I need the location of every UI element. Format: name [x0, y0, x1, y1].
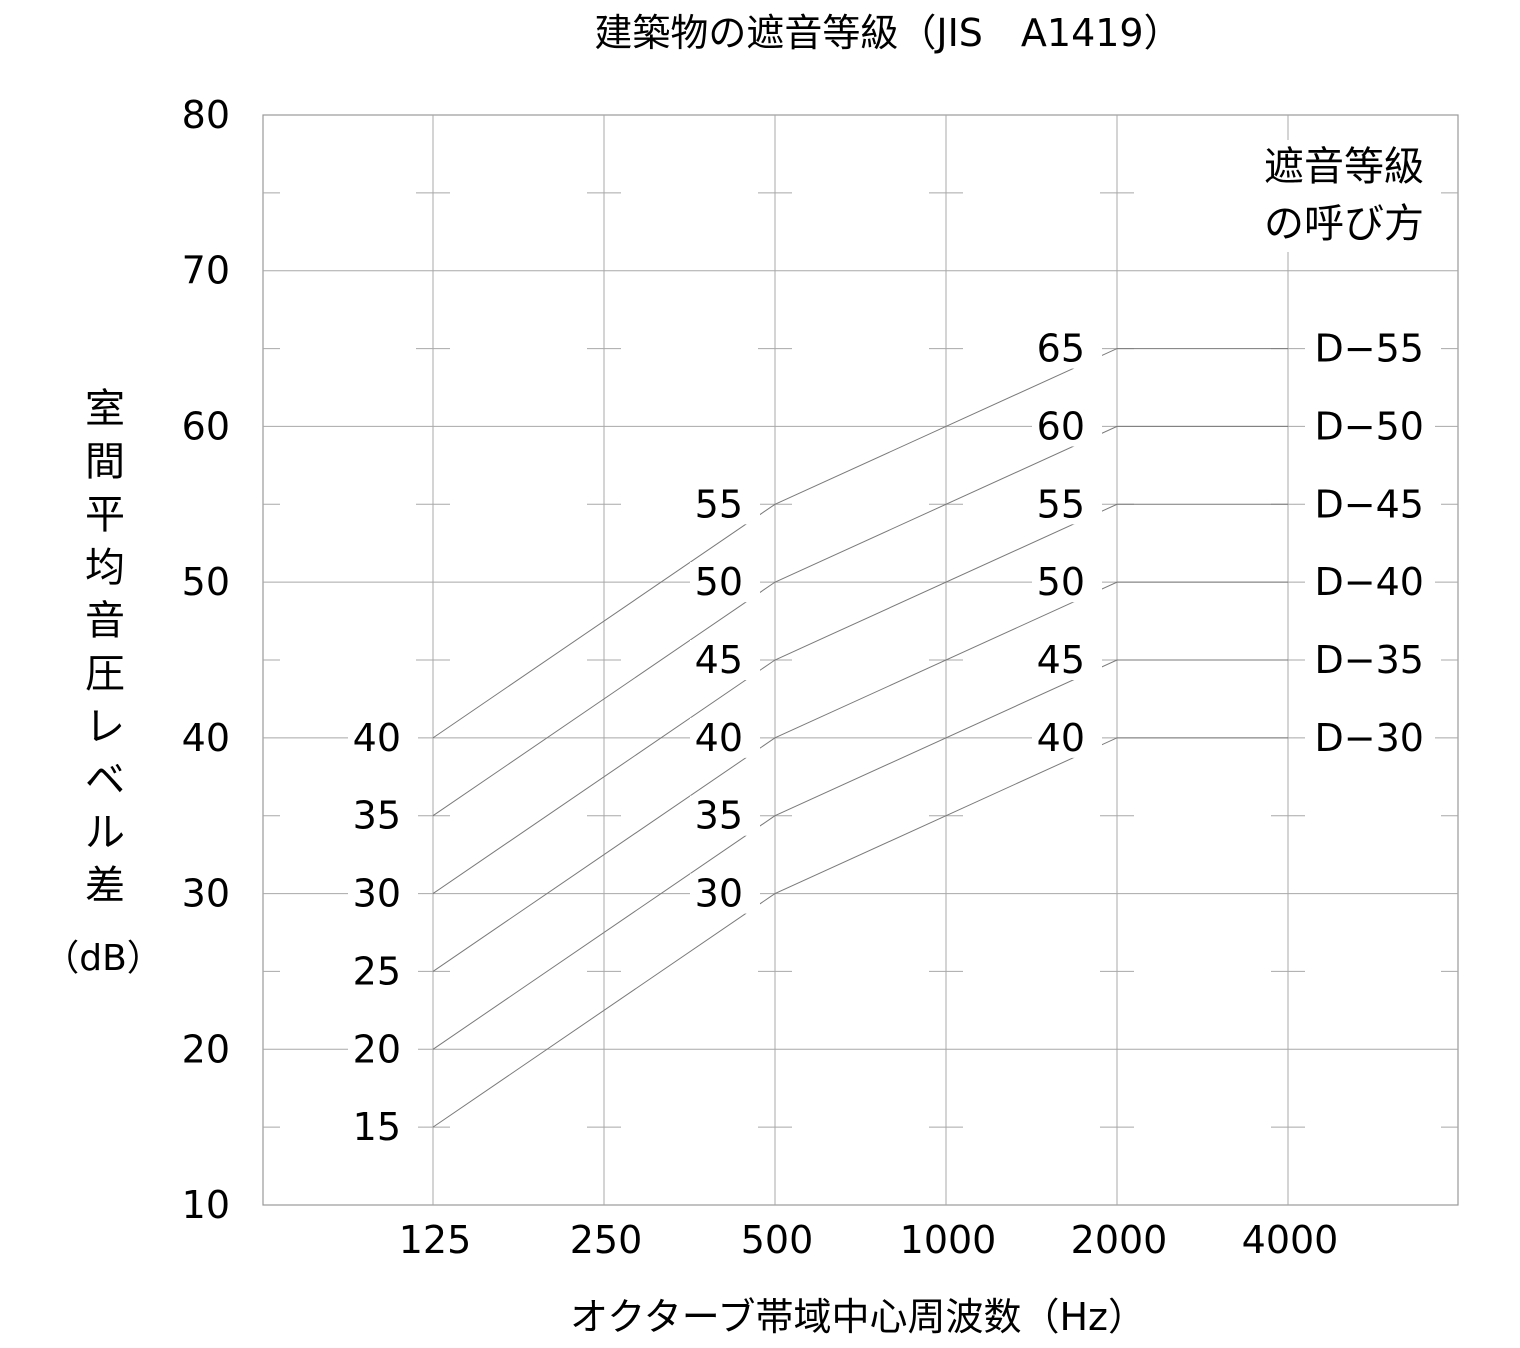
chart-title: 建築物の遮音等級（JIS A1419）	[594, 11, 1181, 55]
series-name-bg	[1305, 406, 1435, 447]
data-label-bg	[348, 951, 418, 992]
series-line	[432, 581, 1288, 972]
data-label: 35	[695, 794, 743, 838]
data-label: 35	[353, 794, 401, 838]
y-axis-label-char: 間	[85, 439, 125, 485]
x-tick-label: 1000	[900, 1218, 997, 1262]
y-tick-label: 50	[182, 560, 230, 604]
y-tick-label: 10	[182, 1183, 230, 1227]
series-line	[432, 503, 1288, 894]
data-label: 45	[1037, 638, 1085, 682]
y-tick-label: 80	[182, 93, 230, 137]
data-label-bg	[690, 873, 760, 914]
y-axis-label-char: 圧	[85, 651, 125, 697]
data-label-bg	[348, 1107, 418, 1148]
series-line	[432, 659, 1288, 1050]
series-line	[432, 737, 1288, 1128]
plot-area: 10 20 30 40 50 60 70 80 125 250 500 1000 2000 4000 40 5…	[182, 93, 1459, 1262]
y-axis-label-char: 均	[85, 545, 125, 591]
data-label: 30	[353, 872, 401, 916]
data-label: 30	[695, 872, 743, 916]
y-tick-label: 20	[182, 1027, 230, 1071]
y-axis-label-char: 音	[85, 598, 125, 644]
data-label-bg	[690, 795, 760, 836]
x-tick-label: 125	[399, 1218, 472, 1262]
x-tick-label: 4000	[1242, 1218, 1339, 1262]
data-label-bg	[1032, 717, 1102, 758]
data-label: 20	[353, 1027, 401, 1071]
legend-title-line: の呼び方	[1264, 201, 1424, 247]
series-name-bg	[1305, 640, 1435, 680]
data-label: 40	[1037, 716, 1085, 760]
data-label-bg	[348, 795, 418, 836]
data-label-bg	[690, 484, 760, 525]
data-label: 55	[1037, 482, 1085, 526]
data-label: 45	[695, 638, 743, 682]
data-label: 65	[1037, 327, 1085, 371]
data-label: 40	[695, 716, 743, 760]
series-line	[432, 348, 1288, 739]
series-name-label: D−30	[1315, 716, 1424, 760]
series-line	[432, 425, 1288, 817]
data-label: 15	[353, 1105, 401, 1149]
series-name-bg	[1305, 328, 1435, 369]
x-axis-label: オクターブ帯域中心周波数（Hz）	[570, 1295, 1146, 1339]
data-label: 55	[695, 482, 743, 526]
y-tick-label: 30	[182, 872, 230, 916]
data-label: 50	[695, 560, 743, 604]
data-label-bg	[1032, 406, 1102, 447]
data-label-bg	[348, 717, 418, 758]
x-tick-label: 250	[570, 1218, 643, 1262]
legend-title-bg	[1222, 140, 1437, 252]
series-name-label: D−35	[1315, 638, 1424, 682]
y-axis-label-char: ベ	[85, 757, 125, 803]
data-label-bg	[690, 717, 760, 758]
series-name-bg	[1305, 717, 1435, 758]
y-axis-unit: （dB）	[43, 938, 163, 979]
y-axis-label-char: 平	[85, 492, 125, 538]
y-axis-label-char: レ	[85, 704, 125, 750]
legend-title-line: 遮音等級	[1264, 144, 1424, 190]
series-name-label: D−40	[1315, 560, 1424, 604]
y-tick-label: 40	[182, 716, 230, 760]
data-label-bg	[1032, 640, 1102, 680]
data-label-bg	[1032, 484, 1102, 525]
data-label-bg	[690, 640, 760, 680]
data-label-bg	[348, 1029, 418, 1070]
data-label-bg	[690, 562, 760, 603]
data-label: 25	[353, 949, 401, 993]
series-name-label: D−45	[1315, 482, 1424, 526]
x-tick-label: 500	[741, 1218, 814, 1262]
x-tick-label: 2000	[1071, 1218, 1168, 1262]
data-label: 50	[1037, 560, 1085, 604]
y-tick-label: 70	[182, 249, 230, 293]
series-name-label: D−50	[1315, 404, 1424, 448]
y-tick-label: 60	[182, 404, 230, 448]
y-axis-label-char: 差	[85, 863, 125, 909]
y-axis-label-char: ル	[85, 810, 125, 856]
series-name-label: D−55	[1315, 327, 1424, 371]
data-label-bg	[1032, 562, 1102, 603]
y-axis-label-char: 室	[85, 386, 125, 432]
data-label-bg	[348, 873, 418, 914]
data-label-bg	[1032, 328, 1102, 369]
series-name-bg	[1305, 562, 1435, 603]
data-label: 40	[353, 716, 401, 760]
series-name-bg	[1305, 484, 1435, 525]
data-label: 60	[1037, 404, 1085, 448]
